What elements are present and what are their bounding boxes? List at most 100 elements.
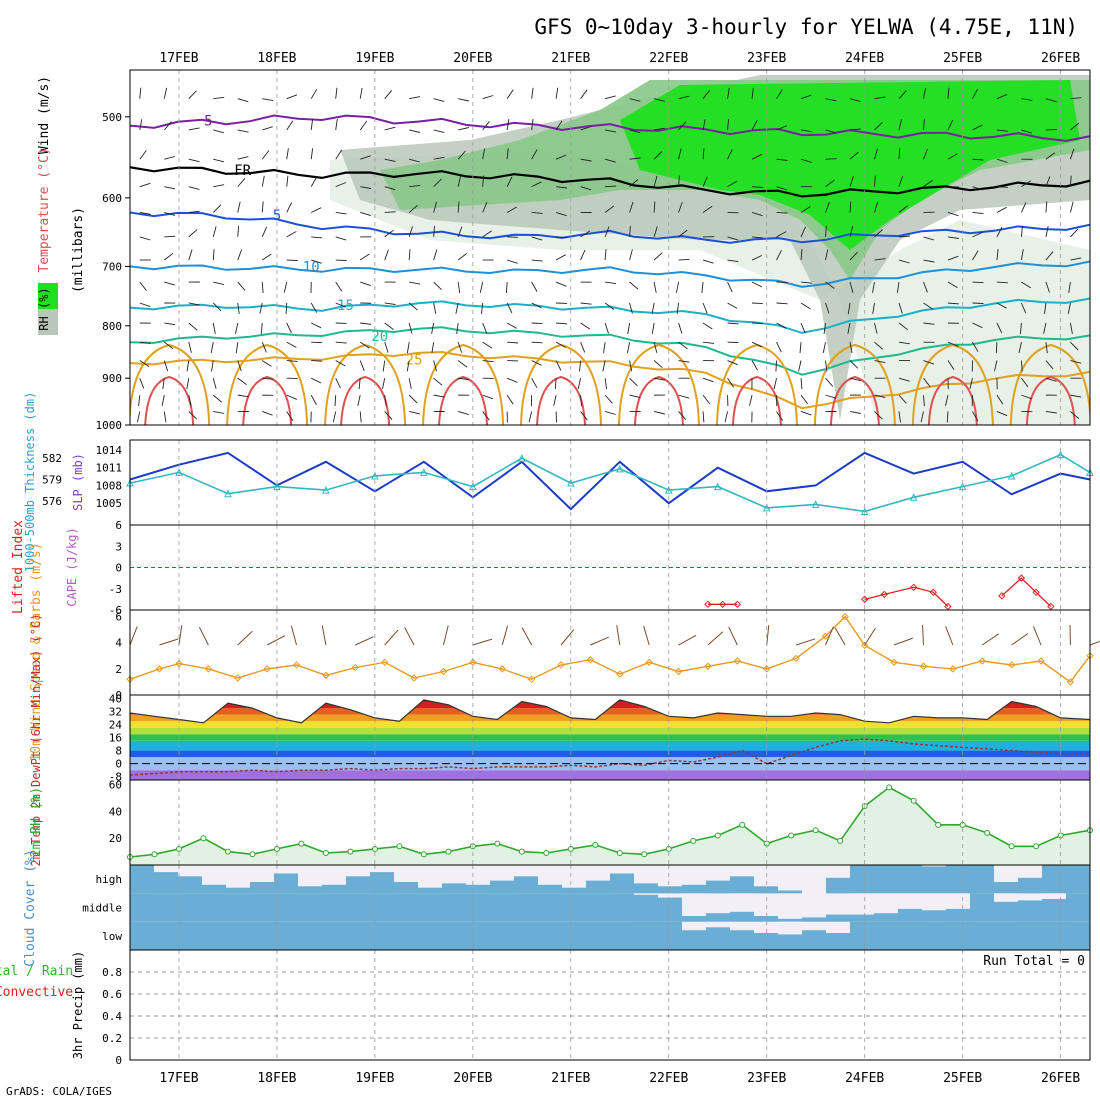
wind-speed-marker — [949, 665, 957, 673]
date-label-bottom: 26FEB — [1041, 1071, 1080, 1086]
wind-barb-10m — [129, 626, 138, 646]
wind-barb — [139, 87, 142, 99]
wind-barb — [482, 95, 494, 100]
wind-barb — [433, 302, 437, 314]
wind-barb — [800, 226, 806, 238]
cloud-bar-high — [274, 873, 298, 894]
wind-barb — [874, 258, 886, 261]
wind-barb-10m — [198, 626, 209, 646]
cloud-level-label: low — [102, 930, 122, 943]
cloud-bar-high — [970, 865, 994, 894]
wind-barb — [604, 205, 615, 213]
wind-speed-marker — [498, 665, 506, 673]
wind-barb — [996, 206, 1007, 213]
cloud-bar-low — [922, 921, 946, 950]
date-label-top: 17FEB — [159, 51, 198, 66]
date-label-top: 20FEB — [453, 51, 492, 66]
rh2m-marker — [1008, 843, 1015, 850]
wind-speed-marker — [919, 662, 928, 670]
wind-barb — [727, 149, 733, 160]
wind-barb — [531, 302, 542, 309]
wind-barb-10m — [795, 638, 816, 646]
cloud-bar-middle — [778, 918, 802, 922]
cloud-bar-middle — [250, 893, 274, 922]
wind-barb — [1045, 226, 1049, 237]
cloud-bar-low — [298, 921, 322, 950]
cloud-axis-title: Cloud Cover (%) — [23, 849, 38, 966]
cloud-bar-low — [466, 921, 490, 950]
wind-barb — [188, 158, 200, 163]
wind-barb — [406, 342, 410, 354]
cloud-bar-middle — [370, 893, 394, 922]
lifted-index-marker — [998, 592, 1006, 600]
cloud-bar-high — [1042, 865, 1066, 894]
wind-barb — [1070, 228, 1079, 238]
wind-barb — [1045, 251, 1054, 261]
wind-barb-10m — [321, 625, 327, 646]
cloud-bar-middle — [874, 913, 898, 922]
wind-barb-10m — [922, 624, 924, 646]
wind-barb — [506, 119, 510, 131]
wind-barb — [531, 212, 543, 214]
wind-barb — [776, 125, 787, 131]
rh-legend-label: RH (%) — [37, 287, 51, 330]
wind-barb — [898, 259, 910, 264]
cloud-bar-middle — [322, 893, 346, 922]
cape-axis-title: CAPE (J/kg) — [65, 527, 79, 606]
wind-barb — [996, 186, 1008, 188]
wind-barb — [408, 394, 418, 404]
wind-barb — [898, 394, 907, 404]
cloud-bar-middle — [346, 893, 370, 922]
wind-barb — [800, 129, 812, 133]
wind-barb — [358, 378, 361, 390]
wind-barb — [310, 394, 317, 406]
wind-barb — [237, 156, 249, 160]
wind-barb — [727, 360, 738, 366]
wind-barb — [703, 341, 715, 344]
temp-tick-label: 24 — [109, 718, 123, 731]
warm-cell-contour — [911, 343, 994, 425]
cloud-bar-high — [898, 865, 922, 894]
wind-barb — [164, 212, 176, 216]
cloud-bar-low — [274, 921, 298, 950]
wind-barb — [727, 118, 730, 131]
wind-barb — [874, 360, 886, 364]
li-tick-label: -3 — [109, 583, 122, 596]
wind-barb — [602, 360, 606, 372]
cloud-bar-high — [610, 873, 634, 894]
cloud-bar-low — [538, 921, 562, 950]
wind-barb — [800, 302, 811, 310]
wind-barb — [213, 129, 225, 134]
wind-barb — [237, 249, 243, 261]
wind-barb — [996, 129, 1008, 132]
wind-barb — [678, 229, 688, 238]
wind-barb — [457, 281, 461, 293]
rh-band-90 — [620, 80, 1080, 250]
cloud-bar-middle — [226, 893, 250, 922]
wind-barb — [947, 87, 950, 99]
wind-barb — [727, 259, 739, 263]
wind-barb — [359, 120, 368, 131]
wind-barb — [1070, 360, 1082, 364]
wind-speed-marker — [234, 674, 242, 682]
wind-barb — [923, 118, 925, 131]
wind-barb — [604, 158, 616, 163]
wind-barb — [164, 235, 176, 238]
wind-barb — [1021, 394, 1032, 400]
wind-barb — [751, 236, 764, 239]
wind-barb-10m — [159, 638, 179, 646]
wind-barb — [332, 411, 337, 423]
rh2m-marker — [1033, 843, 1040, 850]
precip-tick-label: 0.6 — [102, 988, 122, 1001]
wind-barb — [433, 249, 438, 261]
warm-cell-contour — [422, 343, 505, 425]
wind-barb — [972, 302, 984, 304]
wind-barb — [335, 341, 347, 344]
wind-speed-marker — [645, 658, 653, 667]
wind-barb — [1021, 129, 1033, 134]
cloud-bar-high — [994, 882, 1018, 894]
wind-barb — [553, 395, 557, 406]
cloud-level-label: middle — [82, 902, 122, 915]
wind-speed-marker — [763, 665, 771, 673]
cloud-bar-low — [250, 921, 274, 950]
